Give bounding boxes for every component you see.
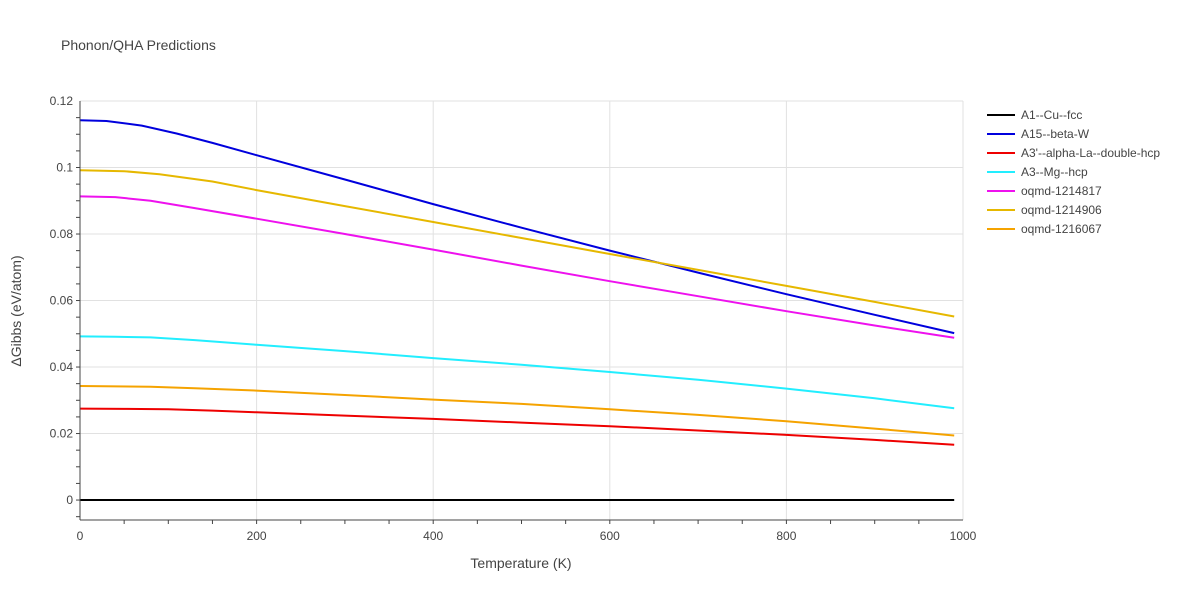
legend-label: oqmd-1214817 [1021, 184, 1102, 198]
legend-label: A3'--alpha-La--double-hcp [1021, 146, 1160, 160]
legend-label: oqmd-1216067 [1021, 222, 1102, 236]
series-line-2[interactable] [79, 119, 955, 335]
x-tick-label: 200 [247, 529, 267, 543]
legend-item-2[interactable]: A15--beta-W [987, 127, 1090, 141]
legend-item-7[interactable]: oqmd-1216067 [987, 222, 1102, 236]
x-axis-title: Temperature (K) [470, 555, 571, 571]
axes: 0 200 400 600 800 1000 0 0.02 0.04 0.06 0.08 0.1 0.1… [50, 94, 977, 543]
legend-item-4[interactable]: A3--Mg--hcp [987, 165, 1088, 179]
legend-item-6[interactable]: oqmd-1214906 [987, 203, 1102, 217]
legend-item-1[interactable]: A1--Cu--fcc [987, 108, 1082, 122]
legend-item-3[interactable]: A3'--alpha-La--double-hcp [987, 146, 1160, 160]
y-tick-label: 0.12 [50, 94, 74, 108]
legend-label: oqmd-1214906 [1021, 203, 1102, 217]
y-tick-label: 0 [66, 493, 73, 507]
legend[interactable]: A1--Cu--fcc A15--beta-W A3'--alpha-La--dou… [987, 108, 1160, 236]
x-tick-label: 800 [776, 529, 796, 543]
y-axis-title: ΔGibbs (eV/atom) [8, 255, 24, 366]
series-line-3[interactable] [79, 407, 955, 446]
legend-label: A3--Mg--hcp [1021, 165, 1088, 179]
x-tick-label: 400 [423, 529, 443, 543]
y-tick-label: 0.08 [50, 227, 74, 241]
x-tick-label: 600 [600, 529, 620, 543]
series-line-5[interactable] [79, 195, 955, 339]
legend-label: A1--Cu--fcc [1021, 108, 1082, 122]
series-line-7[interactable] [79, 385, 955, 437]
plot-area[interactable] [79, 119, 955, 501]
x-tick-label: 0 [77, 529, 84, 543]
series-line-4[interactable] [79, 335, 955, 410]
y-tick-label: 0.02 [50, 427, 74, 441]
y-tick-label: 0.06 [50, 294, 74, 308]
x-tick-label: 1000 [950, 529, 977, 543]
grid [80, 100, 964, 520]
y-tick-label: 0.04 [50, 360, 74, 374]
legend-label: A15--beta-W [1021, 127, 1090, 141]
y-tick-label: 0.1 [56, 161, 73, 175]
chart-title: Phonon/QHA Predictions [61, 37, 216, 53]
legend-item-5[interactable]: oqmd-1214817 [987, 184, 1102, 198]
series-line-6[interactable] [79, 169, 955, 318]
